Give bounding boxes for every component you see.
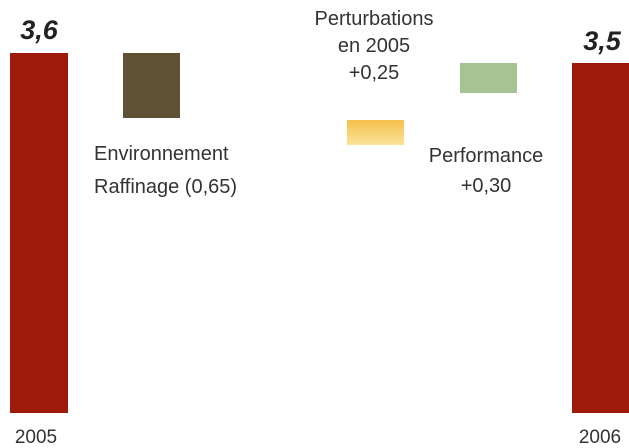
delta-label-performance-line2: +0,30 (461, 175, 512, 197)
delta-label-environnement-line1: Environnement (94, 143, 229, 165)
total-value-label-2006: 3,5 (583, 26, 622, 56)
total-value-label-2005: 3,6 (20, 15, 59, 45)
bar-environnement-raffinage (123, 53, 180, 118)
delta-label-performance-line1: Performance (429, 145, 544, 167)
delta-label-perturbations-line3: +0,25 (349, 62, 400, 84)
bar-performance (460, 63, 517, 93)
bar-2006 (572, 63, 629, 413)
bar-perturbations-2005 (347, 120, 404, 145)
delta-label-perturbations-line2: en 2005 (338, 35, 410, 57)
x-tick-label-2005: 2005 (15, 427, 57, 448)
chart-bars (10, 53, 629, 413)
x-tick-label-2006: 2006 (579, 427, 621, 448)
bar-2005 (10, 53, 68, 413)
chart-labels: 3,6 3,5 Environnement Raffinage (0,65) P… (15, 8, 622, 448)
delta-label-environnement-line2: Raffinage (0,65) (94, 176, 237, 198)
delta-label-perturbations-line1: Perturbations (315, 8, 434, 30)
